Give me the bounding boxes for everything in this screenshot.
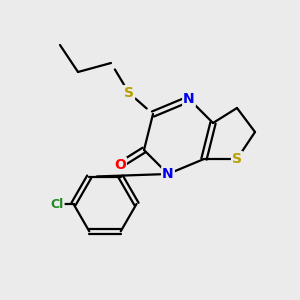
Text: S: S xyxy=(124,86,134,100)
Text: Cl: Cl xyxy=(50,197,64,211)
Text: N: N xyxy=(183,92,195,106)
Text: O: O xyxy=(114,158,126,172)
Text: S: S xyxy=(232,152,242,166)
Text: N: N xyxy=(162,167,174,181)
